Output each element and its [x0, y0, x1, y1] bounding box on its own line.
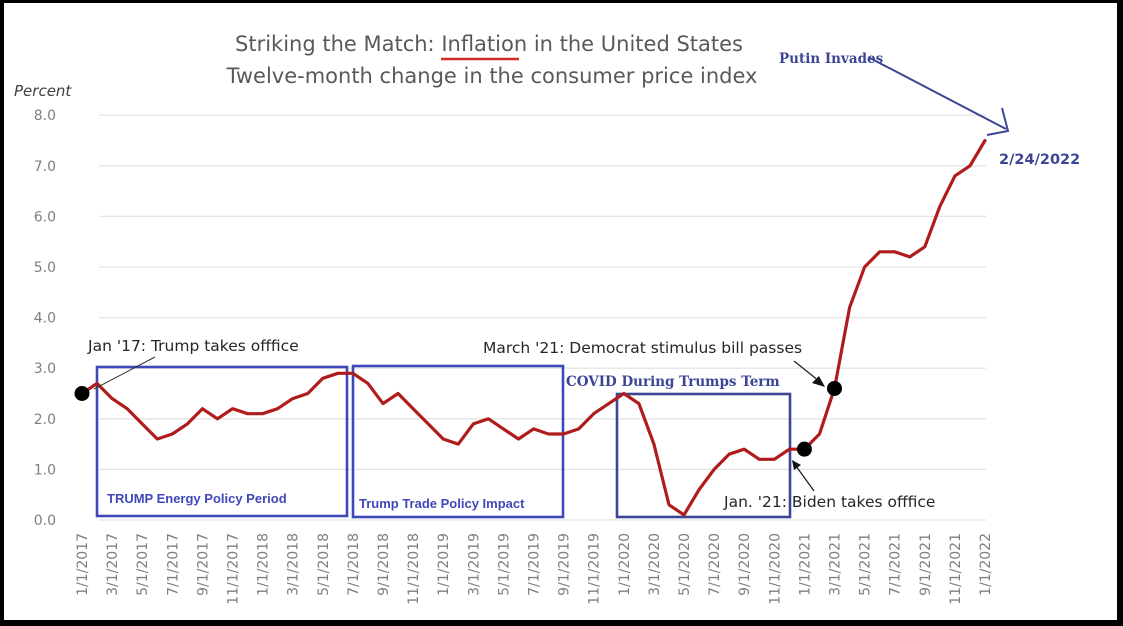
- gridlines: [99, 114, 986, 521]
- x-tick-label: 9/1/2017: [195, 533, 211, 596]
- putin-arrow-shaft: [869, 57, 1007, 130]
- y-axis-label: Percent: [14, 82, 72, 100]
- x-tick-label: 9/1/2019: [557, 533, 573, 596]
- y-tick-label: 6.0: [34, 209, 56, 225]
- x-tick-label: 7/1/2021: [888, 533, 904, 596]
- x-tick-label: 5/1/2018: [316, 533, 332, 596]
- x-tick-label: 11/1/2019: [587, 533, 603, 605]
- title-part-1: Striking the Match:: [235, 32, 441, 56]
- y-tick-label: 0.0: [34, 513, 56, 529]
- callout-trump-leader: [93, 356, 156, 390]
- x-tick-label: 9/1/2020: [737, 533, 753, 596]
- period-box: [615, 392, 792, 519]
- x-tick-label: 7/1/2017: [165, 533, 181, 596]
- cpi-series-line: [80, 138, 987, 517]
- x-tick-label: 3/1/2018: [286, 533, 302, 596]
- x-tick-label: 3/1/2021: [828, 533, 844, 596]
- chart-subtitle: Twelve-month change in the consumer pric…: [226, 64, 758, 88]
- putin-arrow-head-icon: [986, 107, 1010, 136]
- x-tick-label: 1/1/2021: [797, 533, 813, 596]
- callout-biden: Jan. '21: Biden takes offfice: [723, 493, 935, 511]
- y-tick-label: 4.0: [34, 311, 56, 327]
- arrow-head-stimulus-icon: [812, 376, 825, 387]
- x-tick-labels: 1/1/2017 3/1/2017 5/1/2017 7/1/2017 9/1/2017…: [75, 533, 994, 605]
- x-tick-label: 9/1/2021: [918, 533, 934, 596]
- y-tick-label: 8.0: [34, 108, 56, 124]
- putin-invades-label: Putin Invades: [779, 51, 884, 67]
- title-part-3: in the United States: [527, 32, 743, 56]
- x-tick-label: 1/1/2018: [256, 533, 272, 596]
- x-tick-label: 11/1/2018: [406, 533, 422, 605]
- x-tick-label: 5/1/2019: [496, 533, 512, 596]
- markers-layer: [74, 380, 842, 457]
- x-tick-label: 3/1/2020: [647, 533, 663, 596]
- title-inflation: Inflation: [441, 32, 527, 56]
- covid-period-label: COVID During Trumps Term: [566, 374, 780, 390]
- period-box: [95, 365, 349, 518]
- arrow-head-biden-icon: [792, 460, 801, 470]
- period-boxes: TRUMP Energy Policy Period Trump Trade Po…: [95, 364, 792, 519]
- event-marker: [796, 441, 812, 457]
- x-tick-label: 7/1/2019: [527, 533, 543, 596]
- x-tick-label: 5/1/2017: [135, 533, 151, 596]
- x-tick-label: 7/1/2018: [346, 533, 362, 596]
- x-tick-label: 3/1/2019: [466, 533, 482, 596]
- y-tick-label: 1.0: [34, 462, 56, 478]
- callout-trump-office: Jan '17: Trump takes offfice: [87, 337, 299, 355]
- y-tick-label: 5.0: [34, 260, 56, 276]
- y-tick-labels: 0.0 1.0 2.0 3.0 4.0 5.0 6.0 7.0 8.0: [34, 108, 56, 529]
- callout-stimulus-leader: [793, 360, 820, 382]
- callout-biden-leader: [795, 465, 815, 492]
- callout-stimulus: March '21: Democrat stimulus bill passes: [483, 339, 802, 357]
- period-box: [351, 364, 565, 519]
- y-tick-label: 3.0: [34, 361, 56, 377]
- event-marker: [74, 386, 90, 401]
- y-tick-label: 2.0: [34, 412, 56, 428]
- x-tick-label: 3/1/2017: [105, 533, 121, 596]
- x-tick-label: 1/1/2020: [617, 533, 633, 596]
- x-tick-label: 11/1/2021: [948, 533, 964, 605]
- x-tick-label: 5/1/2021: [858, 533, 874, 596]
- x-tick-label: 1/1/2019: [436, 533, 452, 596]
- series-layer: [80, 138, 987, 517]
- x-tick-label: 11/1/2020: [767, 533, 783, 605]
- chart-title: Striking the Match: Inflation in the Uni…: [235, 32, 743, 56]
- chart-svg: Striking the Match: Inflation in the Uni…: [14, 32, 1080, 605]
- period-box-label: TRUMP Energy Policy Period: [107, 491, 287, 506]
- x-tick-label: 1/1/2017: [75, 533, 91, 596]
- period-box-label: Trump Trade Policy Impact: [359, 496, 525, 511]
- event-marker: [827, 380, 842, 396]
- chart-canvas: Striking the Match: Inflation in the Uni…: [4, 3, 1117, 620]
- x-tick-label: 11/1/2017: [226, 533, 242, 605]
- x-tick-label: 1/1/2022: [978, 533, 994, 596]
- y-tick-label: 7.0: [34, 159, 56, 175]
- x-tick-label: 9/1/2018: [376, 533, 392, 596]
- invasion-date-label: 2/24/2022: [999, 152, 1080, 168]
- x-tick-label: 7/1/2020: [707, 533, 723, 596]
- x-tick-label: 5/1/2020: [677, 533, 693, 596]
